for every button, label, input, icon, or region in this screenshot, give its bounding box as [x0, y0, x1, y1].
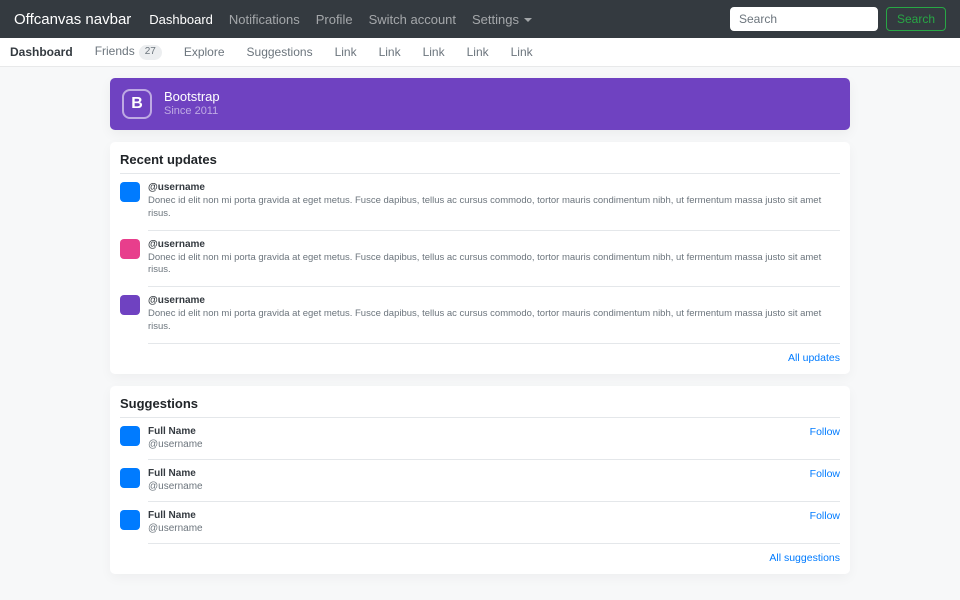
suggestion-full-name: Full Name [148, 425, 196, 437]
nav-item-dashboard[interactable]: Dashboard [149, 11, 213, 27]
nav-item-notifications[interactable]: Notifications [228, 11, 300, 27]
suggestions-title: Suggestions [120, 396, 840, 418]
follow-link[interactable]: Follow [809, 509, 840, 522]
caret-down-icon [524, 18, 532, 23]
friends-count-badge: 27 [138, 45, 162, 60]
suggestion-item: Full Name @username Follow [120, 425, 840, 460]
all-updates-link[interactable]: All updates [788, 351, 840, 364]
navbar-brand[interactable]: Offcanvas navbar [14, 10, 132, 28]
banner-text: Bootstrap Since 2011 [164, 89, 220, 119]
update-username: @username [148, 238, 205, 250]
subnav-item-link-5[interactable]: Link [510, 45, 533, 59]
follow-link[interactable]: Follow [809, 467, 840, 480]
subnav-item-explore[interactable]: Explore [183, 45, 225, 59]
subnav-item-dashboard[interactable]: Dashboard [10, 45, 73, 59]
update-body: @username Donec id elit non mi porta gra… [148, 295, 840, 344]
subnav-item-suggestions[interactable]: Suggestions [246, 45, 313, 59]
avatar [120, 182, 140, 202]
update-body: @username Donec id elit non mi porta gra… [148, 239, 840, 288]
follow-link[interactable]: Follow [809, 425, 840, 438]
suggestions-card: Suggestions Full Name @username Follow F… [110, 385, 850, 574]
bootstrap-logo-icon: B [122, 89, 152, 119]
nav-item-profile[interactable]: Profile [315, 11, 353, 27]
avatar [120, 238, 140, 259]
suggestion-username: @username [148, 480, 203, 492]
subnav-item-link-1[interactable]: Link [334, 45, 357, 59]
subnav-friends-label: Friends [94, 44, 135, 58]
secondary-nav: Dashboard Friends 27 Explore Suggestions … [0, 38, 960, 66]
banner-title: Bootstrap [164, 89, 220, 104]
subnav-item-link-2[interactable]: Link [378, 45, 401, 59]
search-input[interactable] [729, 7, 878, 31]
recent-updates-card: Recent updates @username Donec id elit n… [110, 142, 850, 374]
update-text: Donec id elit non mi porta gravida at eg… [148, 251, 822, 276]
suggestion-inner: Full Name @username Follow [148, 510, 840, 534]
recent-updates-title: Recent updates [120, 152, 840, 174]
suggestion-username: @username [148, 438, 203, 450]
update-item: @username Donec id elit non mi porta gra… [120, 295, 840, 344]
suggestion-names: Full Name @username [148, 510, 203, 534]
suggestion-body: Full Name @username Follow [148, 510, 840, 544]
navbar-nav: Dashboard Notifications Profile Switch a… [141, 12, 540, 27]
bootstrap-banner: B Bootstrap Since 2011 [110, 78, 850, 130]
update-text: Donec id elit non mi porta gravida at eg… [148, 195, 822, 219]
suggestion-item: Full Name @username Follow [120, 509, 840, 544]
nav-item-switch-account[interactable]: Switch account [368, 11, 457, 27]
top-navbar: Offcanvas navbar Dashboard Notifications… [0, 0, 960, 38]
suggestion-body: Full Name @username Follow [148, 468, 840, 502]
main-content: B Bootstrap Since 2011 Recent updates @u… [110, 78, 850, 574]
suggestion-body: Full Name @username Follow [148, 426, 840, 460]
banner-subtitle: Since 2011 [164, 105, 219, 118]
update-username: @username [148, 182, 205, 193]
update-item: @username Donec id elit non mi porta gra… [120, 238, 840, 288]
update-body: @username Donec id elit non mi porta gra… [148, 182, 840, 231]
suggestion-username: @username [148, 522, 203, 534]
subnav-item-link-4[interactable]: Link [466, 45, 489, 59]
nav-item-settings-dropdown[interactable]: Settings [464, 12, 540, 27]
avatar [120, 509, 140, 530]
subnav-item-link-3[interactable]: Link [422, 45, 445, 59]
update-item: @username Donec id elit non mi porta gra… [120, 182, 840, 231]
nav-settings-label: Settings [472, 11, 519, 27]
update-text: Donec id elit non mi porta gravida at eg… [148, 308, 822, 333]
suggestion-inner: Full Name @username Follow [148, 426, 840, 450]
suggestion-full-name: Full Name [148, 467, 196, 479]
subnav-item-friends[interactable]: Friends 27 [95, 44, 162, 60]
update-username: @username [148, 295, 205, 307]
avatar [120, 425, 140, 446]
all-suggestions-link[interactable]: All suggestions [769, 551, 840, 564]
search-form: Search [729, 7, 946, 31]
suggestion-names: Full Name @username [148, 468, 203, 492]
suggestion-names: Full Name @username [148, 426, 203, 450]
search-button[interactable]: Search [885, 7, 946, 31]
suggestion-inner: Full Name @username Follow [148, 468, 840, 492]
avatar [120, 295, 140, 316]
suggestion-item: Full Name @username Follow [120, 467, 840, 502]
avatar [120, 467, 140, 488]
suggestion-full-name: Full Name [148, 509, 196, 521]
